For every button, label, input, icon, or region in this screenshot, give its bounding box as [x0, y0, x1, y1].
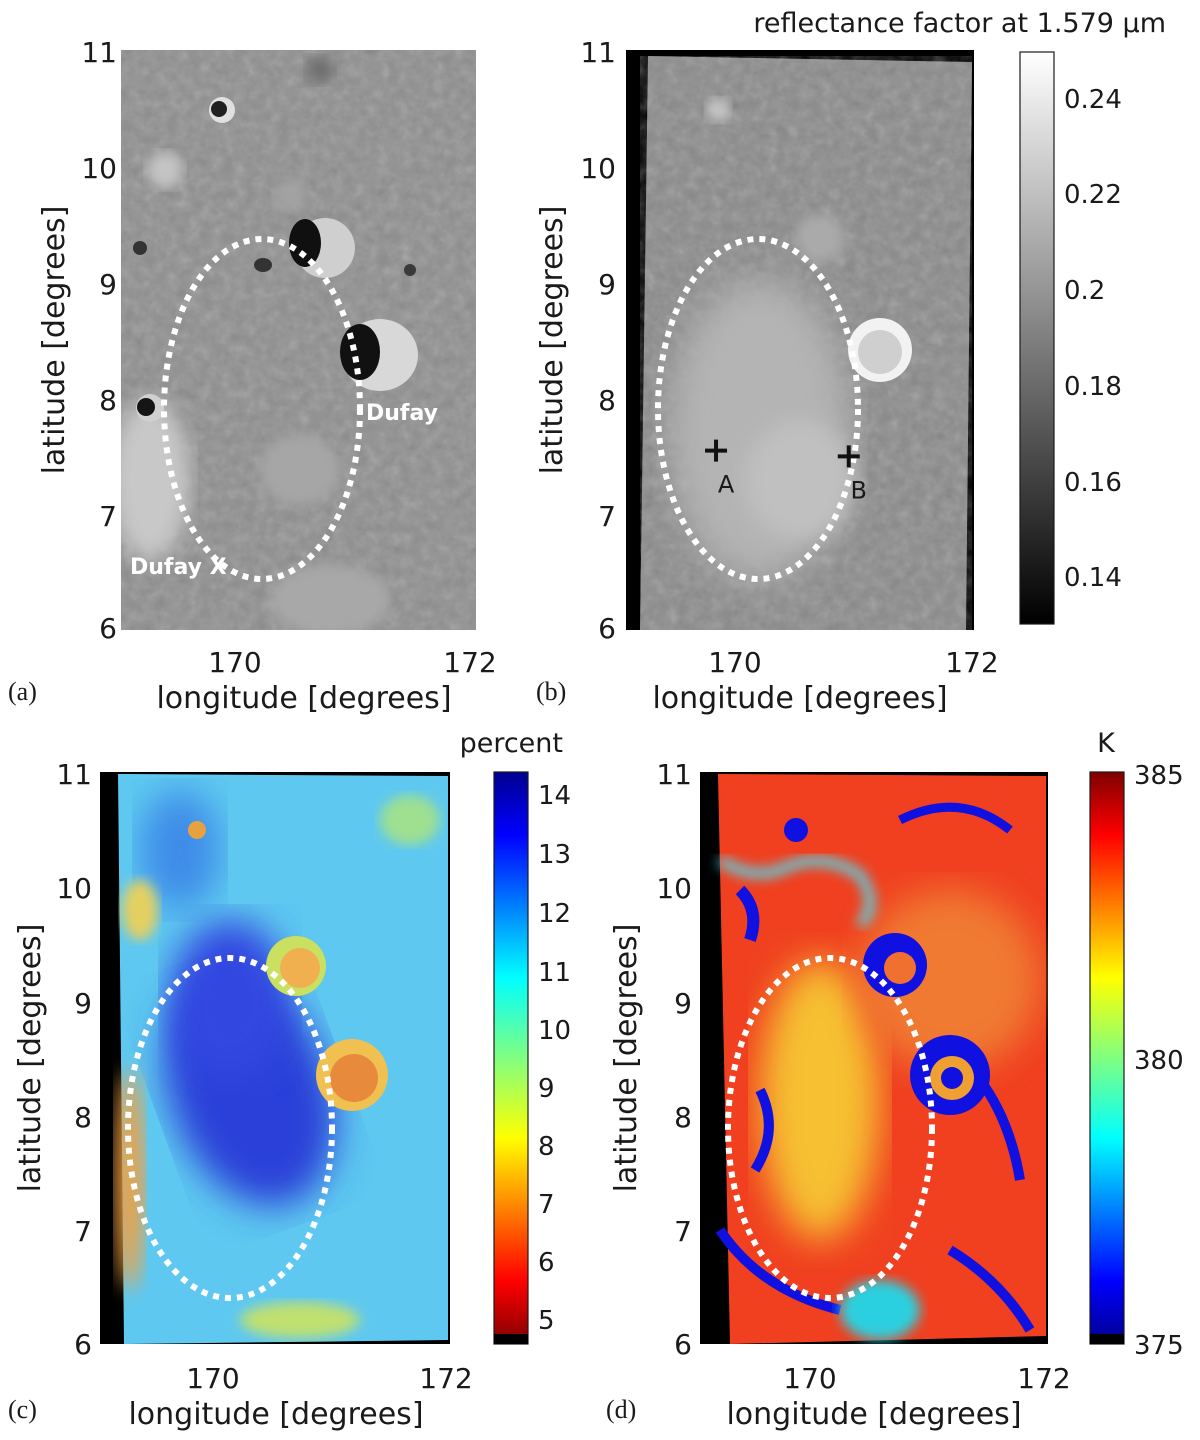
colorbar-tick: 14	[538, 781, 571, 811]
colorbar-tick: 8	[538, 1132, 555, 1162]
ytick: 6	[99, 612, 117, 645]
y-axis-label: latitude [degrees]	[609, 924, 644, 1193]
x-axis-label: longitude [degrees]	[128, 1397, 423, 1432]
ytick: 9	[99, 268, 117, 301]
colorbar-tick: 0.18	[1064, 372, 1122, 402]
ytick: 11	[656, 758, 692, 791]
y-axis-label: latitude [degrees]	[13, 924, 48, 1193]
ytick: 8	[598, 384, 616, 417]
panel-a-image	[121, 50, 476, 630]
colorbar-tick: 12	[538, 899, 571, 929]
ytick: 6	[674, 1328, 692, 1361]
xtick: 170	[186, 1362, 239, 1395]
panel-a-yticks: 11 10 9 8 7 6	[81, 36, 117, 645]
ytick: 7	[74, 1215, 92, 1248]
panel-label-d: (d)	[606, 1395, 636, 1424]
ytick: 6	[74, 1328, 92, 1361]
panel-b-yticks: 11 10 9 8 7 6	[580, 36, 616, 645]
x-axis-label: longitude [degrees]	[726, 1397, 1021, 1432]
ytick: 8	[674, 1101, 692, 1134]
colorbar-b	[1019, 51, 1055, 625]
xtick: 170	[783, 1362, 836, 1395]
x-axis-label: longitude [degrees]	[652, 681, 947, 716]
xtick: 170	[708, 646, 761, 679]
colorbar-tick: 6	[538, 1248, 555, 1278]
x-axis-label: longitude [degrees]	[156, 681, 451, 716]
ytick: 9	[598, 268, 616, 301]
xtick: 172	[945, 646, 998, 679]
colorbar-tick: 7	[538, 1190, 555, 1220]
ytick: 10	[656, 872, 692, 905]
ytick: 10	[580, 152, 616, 185]
colorbar-tick: 0.22	[1064, 180, 1122, 210]
colorbar-tick: 0.16	[1064, 468, 1122, 498]
ytick: 9	[74, 987, 92, 1020]
xtick: 170	[208, 646, 261, 679]
panel-d-yticks: 11 10 9 8 7 6	[656, 758, 692, 1361]
ytick: 11	[56, 758, 92, 791]
y-axis-label: latitude [degrees]	[535, 206, 570, 475]
xtick: 172	[443, 646, 496, 679]
colorbar-tick: 5	[538, 1306, 555, 1336]
marker-cross	[705, 439, 728, 462]
ytick: 8	[99, 384, 117, 417]
ytick: 10	[81, 152, 117, 185]
crater-label-dufay: Dufay	[366, 401, 438, 426]
ytick: 8	[74, 1101, 92, 1134]
panel-d: 11 10 9 8 7 6 170 172 longitude [degrees…	[606, 728, 1184, 1432]
colorbar-tick: 0.24	[1064, 85, 1122, 115]
region-ellipse-b	[655, 236, 861, 582]
panel-label-a: (a)	[8, 677, 37, 706]
panel-c-yticks: 11 10 9 8 7 6	[56, 758, 92, 1361]
colorbar-c	[493, 771, 529, 1345]
ytick: 9	[674, 987, 692, 1020]
colorbar-tick: 0.14	[1064, 563, 1122, 593]
colorbar-tick: 375	[1134, 1331, 1184, 1361]
ytick: 6	[598, 612, 616, 645]
ytick: 7	[99, 500, 117, 533]
colorbar-tick: 10	[538, 1016, 571, 1046]
region-ellipse-c	[125, 955, 335, 1301]
colorbar-d	[1089, 771, 1125, 1345]
panel-label-c: (c)	[8, 1395, 37, 1424]
colorbar-tick: 385	[1134, 761, 1184, 791]
colorbar-title-d: K	[1097, 728, 1116, 759]
region-ellipse-a	[161, 236, 363, 582]
ytick: 7	[674, 1215, 692, 1248]
xtick: 172	[1017, 1362, 1070, 1395]
colorbar-tick: 9	[538, 1074, 555, 1104]
xtick: 172	[419, 1362, 472, 1395]
colorbar-tick: 0.2	[1064, 276, 1105, 306]
ytick: 11	[81, 36, 117, 69]
crater-label-dufay-x: Dufay X	[130, 555, 227, 580]
marker-cross	[837, 445, 860, 468]
panel-d-image	[715, 774, 1046, 1344]
colorbar-tick: 13	[538, 840, 571, 870]
panel-c: 11 10 9 8 7 6 170 172 longitude [degrees…	[8, 728, 571, 1432]
panel-label-b: (b)	[536, 677, 566, 706]
colorbar-title-c: percent	[460, 728, 563, 759]
y-axis-label: latitude [degrees]	[37, 206, 72, 475]
ytick: 11	[580, 36, 616, 69]
marker-label: B	[851, 476, 867, 504]
panel-b-image	[640, 56, 972, 630]
panel-c-image	[116, 774, 448, 1344]
ytick: 7	[598, 500, 616, 533]
region-ellipse-d	[725, 955, 935, 1301]
colorbar-tick: 380	[1134, 1046, 1184, 1076]
ytick: 10	[56, 872, 92, 905]
marker-label: A	[718, 471, 735, 499]
colorbar-tick: 11	[538, 958, 571, 988]
panel-a: Dufay Dufay X 11 10 9 8 7 6 170 172 long…	[8, 36, 497, 716]
colorbar-title-b: reflectance factor at 1.579 µm	[753, 8, 1166, 39]
